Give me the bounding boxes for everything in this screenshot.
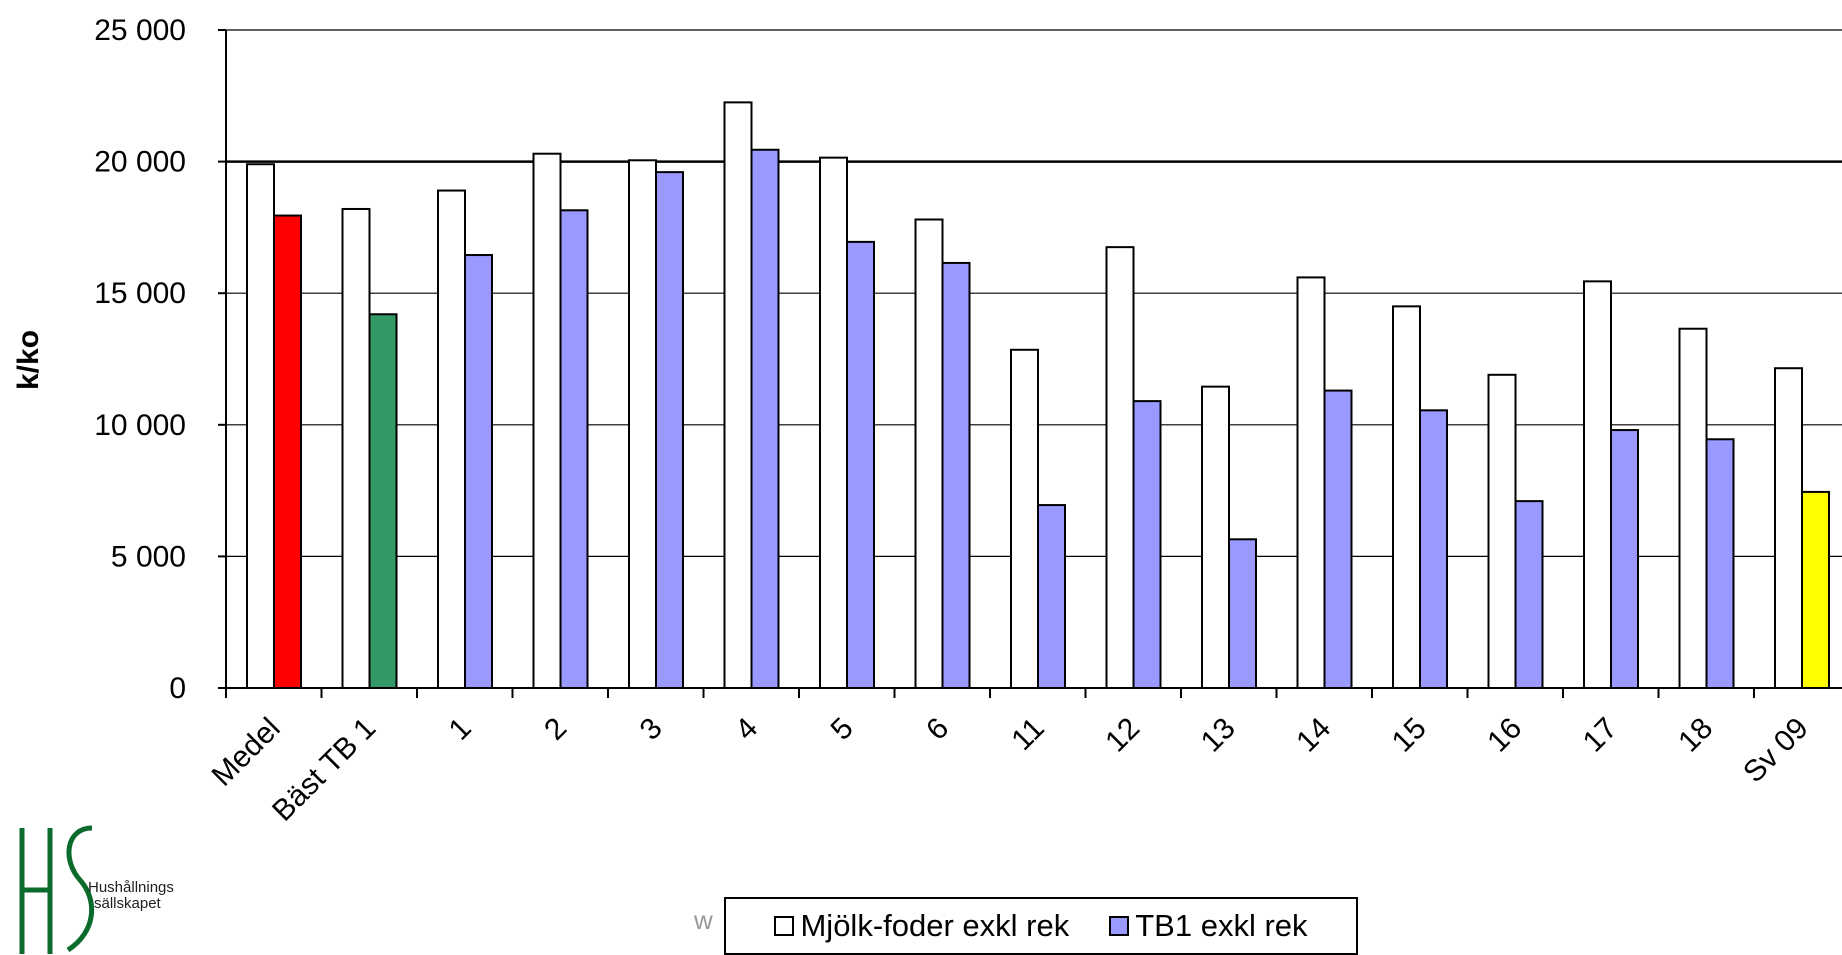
bar-mjolk-foder (1487, 373, 1517, 689)
bars (246, 101, 1830, 690)
y-tick-label: 0 (169, 672, 186, 705)
bar-tb1 (1610, 429, 1639, 689)
x-tick-label: 3 (634, 712, 669, 747)
x-tick-label: 1 (443, 712, 478, 747)
x-tick-label: 17 (1577, 712, 1624, 759)
x-tick-label: 5 (825, 712, 860, 747)
x-tick-label: 16 (1481, 712, 1528, 759)
x-tick-label: 14 (1290, 712, 1337, 759)
x-tick-label: Bäst TB 1 (266, 712, 382, 828)
x-tick-label: 12 (1099, 712, 1146, 759)
bar-tb1 (559, 209, 589, 690)
y-axis-title: k/ko (12, 330, 45, 390)
legend-swatch-series-1 (774, 916, 795, 936)
logo-text-line1: Hushållnings (88, 879, 174, 896)
bar-mjolk-foder (914, 218, 944, 689)
legend: Mjölk-foder exkl rek TB1 exkl rek (724, 897, 1358, 955)
x-tick-label: 4 (729, 712, 764, 747)
bar-tb1 (1323, 389, 1353, 689)
x-tick-label: 2 (538, 712, 573, 747)
bar-tb1 (846, 240, 875, 689)
bar-mjolk-foder (1296, 276, 1326, 689)
bar-mjolk-foder (341, 207, 371, 689)
y-tick-label: 20 000 (94, 146, 186, 179)
x-tick-label: Medel (206, 712, 287, 793)
y-tick-label: 10 000 (94, 409, 186, 442)
bar-mjolk-foder (1105, 246, 1135, 689)
x-tick-label: 15 (1386, 712, 1433, 759)
bar-tb1 (464, 254, 493, 689)
x-tick-label: 6 (920, 712, 955, 747)
bar-mjolk-foder (246, 163, 275, 689)
legend-swatch-series-2 (1109, 916, 1130, 936)
bar-mjolk-foder (1678, 327, 1708, 689)
bar-mjolk-foder (1201, 385, 1230, 689)
y-tick-label: 15 000 (94, 277, 186, 310)
bar-mjolk-foder (723, 101, 753, 689)
logo-text-line2: sällskapet (94, 895, 162, 912)
bar-mjolk-foder (532, 152, 562, 690)
bar-tb1 (1419, 409, 1448, 689)
partial-footer-text: w (694, 905, 713, 935)
bar-tb1 (1132, 400, 1162, 689)
legend-label-series-2: TB1 exkl rek (1135, 908, 1308, 943)
bar-tb1 (1514, 500, 1544, 689)
x-tick-label: 11 (1005, 712, 1050, 757)
legend-item-series-1: Mjölk-foder exkl rek (774, 908, 1069, 944)
bar-mjolk-foder (437, 189, 466, 689)
x-tick-label: Sv 09 (1737, 712, 1815, 790)
bar-tb1 (750, 148, 780, 690)
bar-mjolk-foder (1392, 305, 1421, 689)
bar-tb1 (1705, 438, 1735, 689)
hs-logo-mark-icon (19, 825, 95, 954)
bar-tb1 (273, 214, 302, 689)
y-tick-label: 5 000 (111, 540, 186, 573)
bar-mjolk-foder (1583, 280, 1612, 689)
bar-tb1 (1228, 538, 1257, 689)
bar-mjolk-foder (1774, 367, 1803, 689)
bar-mjolk-foder (1010, 348, 1039, 689)
bar-tb1 (368, 313, 398, 689)
x-tick-label: 18 (1672, 712, 1719, 759)
gridlines (226, 29, 1842, 558)
hushallningssallskapet-logo: Hushållnings sällskapet (19, 825, 174, 954)
bar-mjolk-foder (819, 156, 848, 690)
y-tick-label: 25 000 (94, 14, 186, 47)
legend-item-series-2: TB1 exkl rek (1109, 908, 1308, 944)
bar-tb1 (941, 261, 971, 689)
x-tick-label: 13 (1195, 712, 1242, 759)
bar-mjolk-foder (628, 159, 657, 689)
y-tick-labels: 0 5 000 10 000 15 000 20 000 25 000 (94, 14, 186, 705)
axes (218, 29, 1842, 698)
bar-tb1 (1037, 504, 1066, 689)
legend-label-series-1: Mjölk-foder exkl rek (800, 908, 1070, 943)
bar-tb1 (1801, 490, 1830, 689)
bar-tb1 (655, 171, 684, 690)
